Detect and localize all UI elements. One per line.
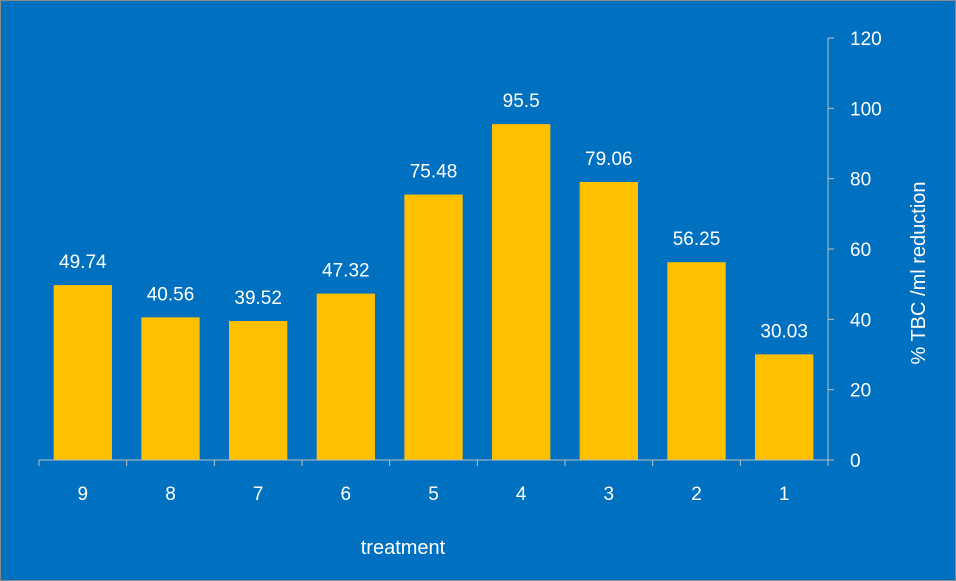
y-tick-label-120: 120 xyxy=(850,29,882,50)
y-tick-label-100: 100 xyxy=(850,99,882,120)
x-axis: 9 8 7 6 5 4 3 2 1 xyxy=(38,459,829,505)
bar-2 xyxy=(667,262,726,460)
x-tick-label-6: 6 xyxy=(341,484,352,505)
bars xyxy=(53,124,814,461)
y-tick-label-60: 60 xyxy=(850,240,871,261)
bar-3 xyxy=(579,181,638,460)
bar-8 xyxy=(141,317,200,460)
bar-6 xyxy=(316,293,375,460)
y-axis: 0 20 40 60 80 100 120 xyxy=(827,29,882,472)
x-tick-label-2: 2 xyxy=(691,484,702,505)
y-axis-title: % TBC /ml reduction xyxy=(908,181,930,364)
bar-5 xyxy=(404,194,463,460)
data-label-8: 40.56 xyxy=(147,284,195,305)
data-label-7: 39.52 xyxy=(234,288,282,309)
data-labels: 49.74 40.56 39.52 47.32 75.48 95.5 79.06 56.25 3… xyxy=(59,91,808,342)
y-tick-label-40: 40 xyxy=(850,310,871,331)
x-tick-label-4: 4 xyxy=(516,484,527,505)
data-label-1: 30.03 xyxy=(760,321,808,342)
data-label-2: 56.25 xyxy=(673,229,721,250)
y-tick-label-20: 20 xyxy=(850,381,871,402)
data-label-4: 95.5 xyxy=(503,91,540,112)
data-label-5: 75.48 xyxy=(410,162,458,183)
data-label-3: 79.06 xyxy=(585,149,633,170)
x-tick-label-7: 7 xyxy=(253,484,264,505)
x-tick-label-8: 8 xyxy=(165,484,176,505)
x-tick-label-9: 9 xyxy=(78,484,89,505)
bar-4 xyxy=(492,124,551,461)
x-axis-title: treatment xyxy=(361,537,446,559)
bar-7 xyxy=(229,321,288,460)
y-tick-label-0: 0 xyxy=(850,451,861,472)
data-label-6: 47.32 xyxy=(322,261,370,282)
x-tick-label-1: 1 xyxy=(779,484,790,505)
x-tick-label-3: 3 xyxy=(604,484,615,505)
bar-9 xyxy=(53,285,112,460)
bar-1 xyxy=(755,354,814,460)
data-label-9: 49.74 xyxy=(59,252,107,273)
x-tick-label-5: 5 xyxy=(428,484,439,505)
y-tick-label-80: 80 xyxy=(850,170,871,191)
